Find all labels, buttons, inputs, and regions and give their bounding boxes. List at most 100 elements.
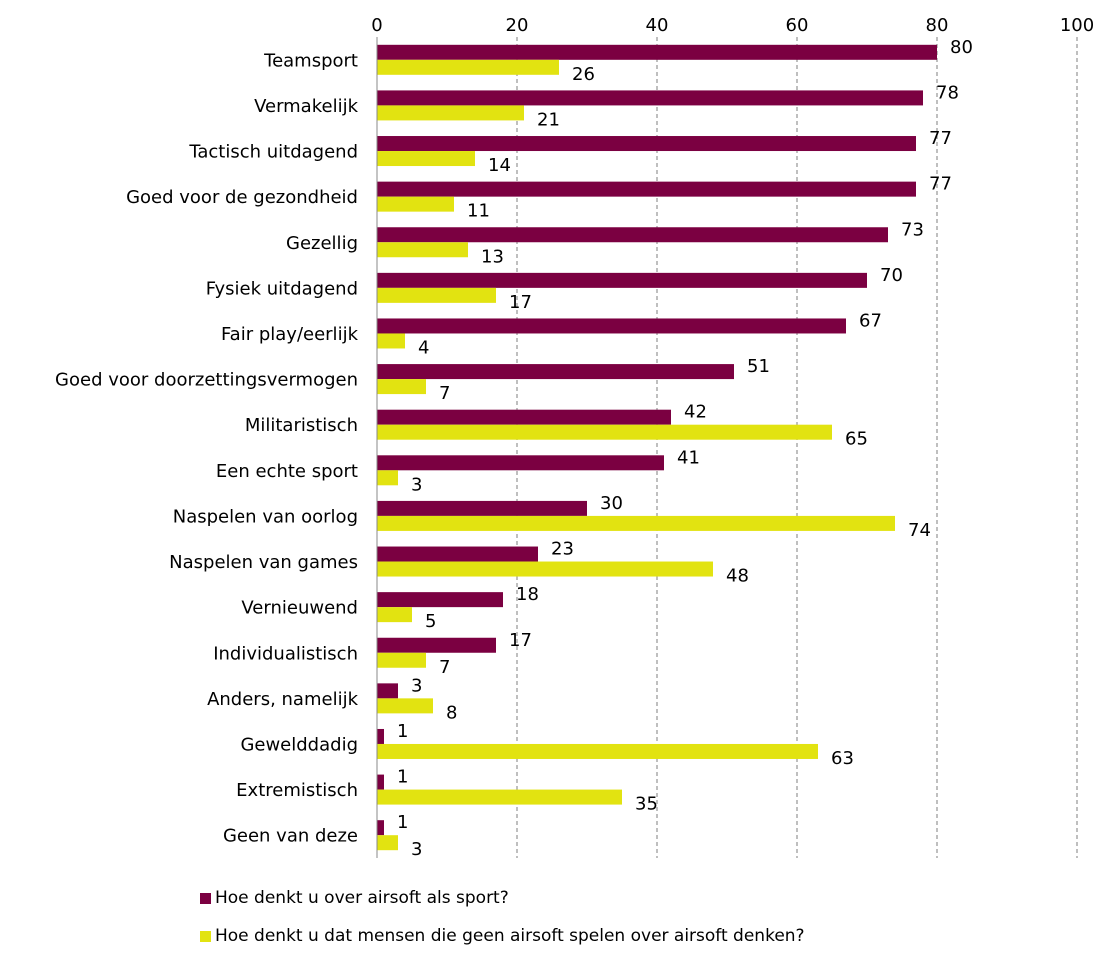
bar-series-2 — [377, 698, 433, 714]
category-label: Individualistisch — [213, 643, 358, 664]
data-label-series-1: 30 — [600, 493, 623, 514]
category-label: Gewelddadig — [240, 734, 358, 755]
data-label-series-1: 1 — [397, 721, 408, 742]
data-label-series-2: 7 — [439, 657, 450, 678]
data-label-series-2: 3 — [411, 474, 422, 495]
category-label: Fysiek uitdagend — [206, 278, 358, 299]
data-label-series-2: 17 — [509, 292, 532, 313]
data-labels: 8026782177147711731370176745174265413307… — [397, 37, 973, 860]
data-label-series-1: 80 — [950, 37, 973, 58]
category-label: Tactisch uitdagend — [188, 142, 358, 163]
data-label-series-2: 26 — [572, 64, 595, 85]
bar-series-1 — [377, 500, 587, 516]
bar-chart: 0 20 40 60 80 100 Teamsport Vermakelijk Tactisc… — [55, 15, 1094, 860]
data-label-series-1: 18 — [516, 584, 539, 605]
x-axis-ticks: 0 20 40 60 80 100 — [371, 15, 1094, 36]
data-label-series-2: 7 — [439, 383, 450, 404]
data-label-series-2: 35 — [635, 794, 658, 815]
bar-series-2 — [377, 743, 818, 759]
bar-series-2 — [377, 151, 475, 167]
data-label-series-2: 21 — [537, 109, 560, 130]
bar-series-2 — [377, 242, 468, 258]
gridlines — [516, 37, 1078, 858]
category-label: Teamsport — [263, 50, 358, 71]
data-label-series-1: 23 — [551, 539, 574, 560]
data-label-series-1: 17 — [509, 630, 532, 651]
bar-series-2 — [377, 424, 832, 440]
data-label-series-1: 77 — [929, 128, 952, 149]
bar-series-1 — [377, 409, 671, 425]
bar-series-1 — [377, 272, 867, 288]
bar-series-1 — [377, 637, 496, 653]
data-label-series-2: 11 — [467, 201, 490, 222]
data-label-series-1: 70 — [880, 265, 903, 286]
bar-series-2 — [377, 105, 524, 121]
data-label-series-1: 78 — [936, 82, 959, 103]
legend-label-series-1: Hoe denkt u over airsoft als sport? — [215, 888, 509, 908]
x-tick-label: 80 — [926, 15, 949, 36]
category-label: Geen van deze — [223, 826, 358, 847]
data-label-series-1: 1 — [397, 812, 408, 833]
category-label: Naspelen van oorlog — [173, 506, 358, 527]
bar-series-2 — [377, 287, 496, 303]
category-label: Een echte sport — [216, 461, 358, 482]
data-label-series-2: 4 — [418, 337, 429, 358]
bar-series-1 — [377, 136, 916, 152]
x-tick-label: 60 — [786, 15, 809, 36]
data-label-series-2: 5 — [425, 611, 436, 632]
x-tick-label: 100 — [1060, 15, 1094, 36]
bar-series-2 — [377, 333, 405, 349]
category-label: Vernieuwend — [241, 598, 358, 619]
category-label: Militaristisch — [245, 415, 358, 436]
bar-series-2 — [377, 789, 622, 805]
bar-series-2 — [377, 607, 412, 623]
data-label-series-2: 13 — [481, 246, 504, 267]
bar-series-1 — [377, 90, 923, 106]
data-label-series-1: 51 — [747, 356, 770, 377]
bar-series-2 — [377, 59, 559, 75]
bar-series-1 — [377, 820, 384, 836]
bar-series-2 — [377, 196, 454, 212]
bar-series-1 — [377, 455, 664, 471]
bars — [377, 44, 937, 851]
category-label: Anders, namelijk — [207, 689, 358, 710]
category-label: Goed voor de gezondheid — [126, 187, 358, 208]
data-label-series-2: 63 — [831, 748, 854, 769]
bar-series-1 — [377, 227, 888, 243]
bar-series-2 — [377, 470, 398, 486]
bar-series-1 — [377, 181, 916, 197]
data-label-series-1: 67 — [859, 310, 882, 331]
data-label-series-2: 48 — [726, 566, 749, 587]
data-label-series-1: 77 — [929, 174, 952, 195]
x-tick-label: 40 — [646, 15, 669, 36]
category-label: Fair play/eerlijk — [221, 324, 359, 345]
legend-item-series-2: Hoe denkt u dat mensen die geen airsoft … — [200, 925, 805, 947]
legend-swatch-series-2 — [200, 930, 211, 942]
bar-series-2 — [377, 652, 426, 668]
data-label-series-1: 1 — [397, 767, 408, 788]
legend-label-series-2: Hoe denkt u dat mensen die geen airsoft … — [215, 926, 805, 946]
category-label: Goed voor doorzettingsvermogen — [55, 370, 358, 391]
bar-series-1 — [377, 728, 384, 744]
data-label-series-1: 73 — [901, 219, 924, 240]
data-label-series-2: 65 — [845, 429, 868, 450]
bar-series-1 — [377, 592, 503, 608]
category-label: Naspelen van games — [169, 552, 358, 573]
data-label-series-2: 3 — [411, 839, 422, 860]
bar-series-1 — [377, 44, 937, 60]
category-label: Gezellig — [286, 233, 358, 254]
data-label-series-1: 41 — [677, 447, 700, 468]
bar-series-1 — [377, 546, 538, 562]
x-tick-label: 0 — [371, 15, 382, 36]
category-label: Vermakelijk — [254, 96, 358, 117]
category-label: Extremistisch — [236, 780, 358, 801]
data-label-series-2: 14 — [488, 155, 511, 176]
bar-series-1 — [377, 683, 398, 699]
data-label-series-2: 8 — [446, 702, 457, 723]
bar-series-2 — [377, 379, 426, 395]
data-label-series-1: 42 — [684, 402, 707, 423]
bar-series-2 — [377, 561, 713, 577]
x-tick-label: 20 — [506, 15, 529, 36]
data-label-series-1: 3 — [411, 675, 422, 696]
category-labels: Teamsport Vermakelijk Tactisch uitdagend Go… — [55, 50, 359, 846]
